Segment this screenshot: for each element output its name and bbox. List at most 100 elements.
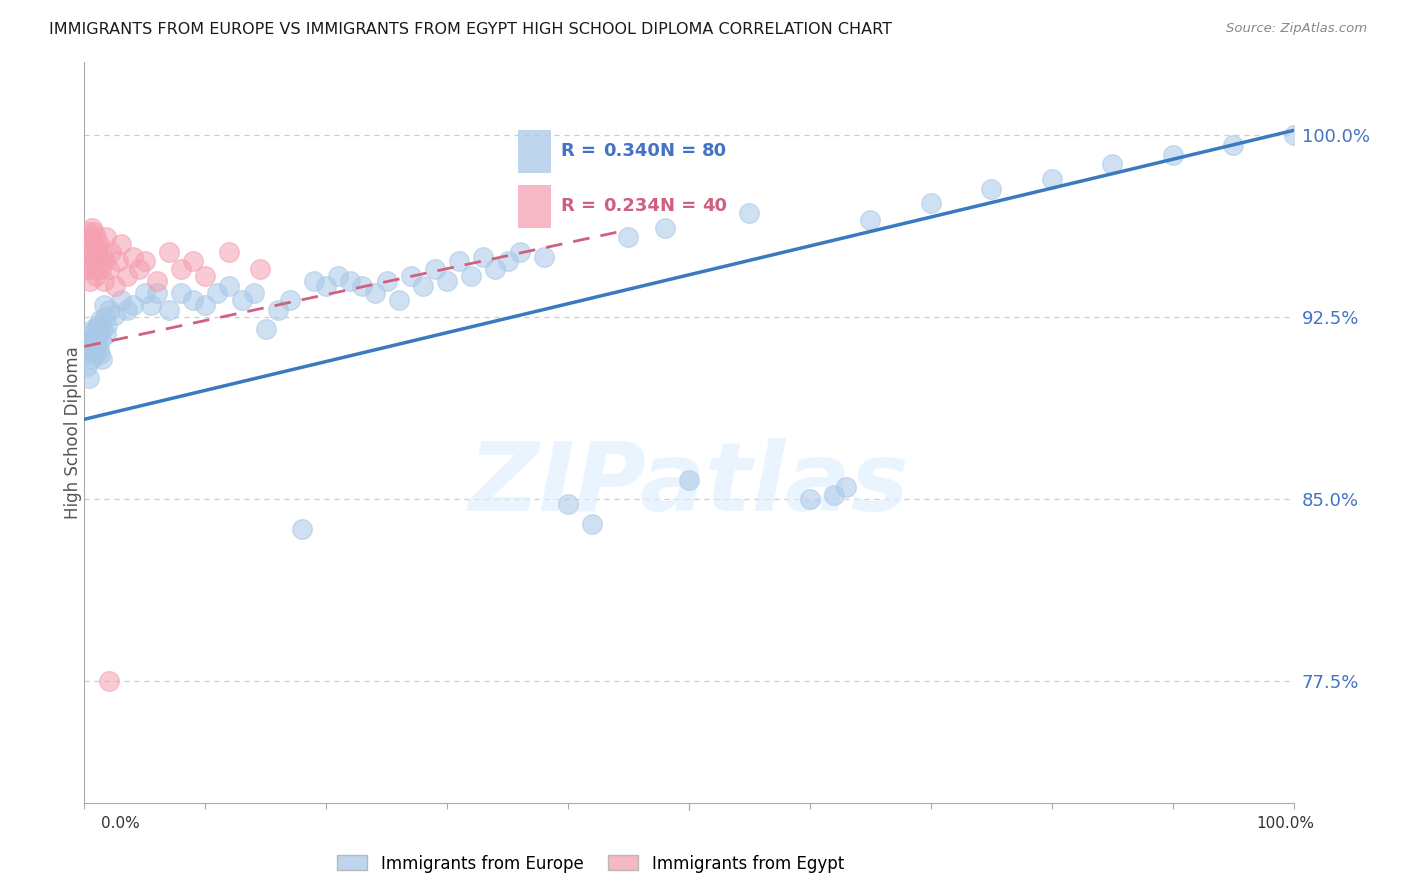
Point xyxy=(86,244,108,259)
Point xyxy=(83,225,105,239)
Point xyxy=(121,298,143,312)
Point xyxy=(157,303,180,318)
Point xyxy=(77,334,100,349)
Point xyxy=(80,220,103,235)
Text: 100.0%: 100.0% xyxy=(1257,816,1315,831)
Point xyxy=(859,213,882,227)
Point xyxy=(82,322,104,336)
Point xyxy=(194,268,217,283)
Point xyxy=(97,261,120,276)
Point xyxy=(581,516,603,531)
Point xyxy=(96,318,118,332)
Point xyxy=(89,347,111,361)
Text: IMMIGRANTS FROM EUROPE VS IMMIGRANTS FROM EGYPT HIGH SCHOOL DIPLOMA CORRELATION : IMMIGRANTS FROM EUROPE VS IMMIGRANTS FRO… xyxy=(49,22,893,37)
Point xyxy=(1040,172,1063,186)
Point xyxy=(170,261,193,276)
Point xyxy=(339,274,361,288)
Point xyxy=(1282,128,1305,143)
Point xyxy=(82,237,104,252)
Point xyxy=(472,250,495,264)
Point xyxy=(302,274,325,288)
Point xyxy=(412,278,434,293)
Point xyxy=(231,293,253,308)
Point xyxy=(218,278,240,293)
Point xyxy=(104,308,127,322)
Point xyxy=(654,220,676,235)
Point xyxy=(94,327,117,342)
Point xyxy=(436,274,458,288)
Point xyxy=(76,237,98,252)
Point xyxy=(738,206,761,220)
Y-axis label: High School Diploma: High School Diploma xyxy=(65,346,82,519)
Point xyxy=(278,293,301,308)
Point xyxy=(97,674,120,689)
Point xyxy=(75,261,97,276)
Point xyxy=(315,278,337,293)
Point xyxy=(181,254,204,268)
Point xyxy=(242,286,264,301)
Legend: Immigrants from Europe, Immigrants from Egypt: Immigrants from Europe, Immigrants from … xyxy=(330,848,851,880)
Point xyxy=(121,250,143,264)
Point xyxy=(86,318,108,332)
Point xyxy=(509,244,531,259)
Point xyxy=(94,230,117,244)
Point xyxy=(134,286,156,301)
Point xyxy=(77,254,100,268)
Point xyxy=(89,254,111,268)
Point xyxy=(79,342,101,356)
Point xyxy=(84,250,107,264)
Point xyxy=(93,298,115,312)
Point xyxy=(82,261,104,276)
Point xyxy=(423,261,446,276)
Point xyxy=(134,254,156,268)
Point xyxy=(94,310,117,325)
Point xyxy=(254,322,277,336)
Point xyxy=(76,359,98,373)
Point xyxy=(84,347,107,361)
Point xyxy=(89,312,111,326)
Point xyxy=(496,254,519,268)
Point xyxy=(115,303,138,318)
Point xyxy=(94,254,117,268)
Point xyxy=(104,278,127,293)
Point xyxy=(170,286,193,301)
Point xyxy=(557,497,579,511)
Point xyxy=(799,492,821,507)
Point xyxy=(79,230,101,244)
Point xyxy=(181,293,204,308)
Point xyxy=(86,268,108,283)
Point xyxy=(146,274,169,288)
Point xyxy=(83,332,105,346)
Point xyxy=(79,274,101,288)
Point xyxy=(460,268,482,283)
Point xyxy=(86,337,108,351)
Point xyxy=(86,230,108,244)
Point xyxy=(375,274,398,288)
Text: 0.0%: 0.0% xyxy=(101,816,141,831)
Point xyxy=(90,332,112,346)
Point xyxy=(617,230,640,244)
Point xyxy=(75,347,97,361)
Point xyxy=(79,327,101,342)
Point xyxy=(91,351,114,366)
Point xyxy=(91,322,114,336)
Point xyxy=(83,254,105,268)
Point xyxy=(128,261,150,276)
Point xyxy=(207,286,229,301)
Point xyxy=(87,237,110,252)
Point xyxy=(328,268,350,283)
Point xyxy=(920,196,942,211)
Point xyxy=(139,298,162,312)
Point xyxy=(449,254,471,268)
Point xyxy=(115,268,138,283)
Point xyxy=(249,261,271,276)
Point xyxy=(823,487,845,501)
Point xyxy=(157,244,180,259)
Point xyxy=(399,268,422,283)
Point xyxy=(86,322,108,336)
Point xyxy=(363,286,385,301)
Point xyxy=(484,261,506,276)
Point xyxy=(93,274,115,288)
Point xyxy=(100,244,122,259)
Text: ZIPatlas: ZIPatlas xyxy=(468,438,910,531)
